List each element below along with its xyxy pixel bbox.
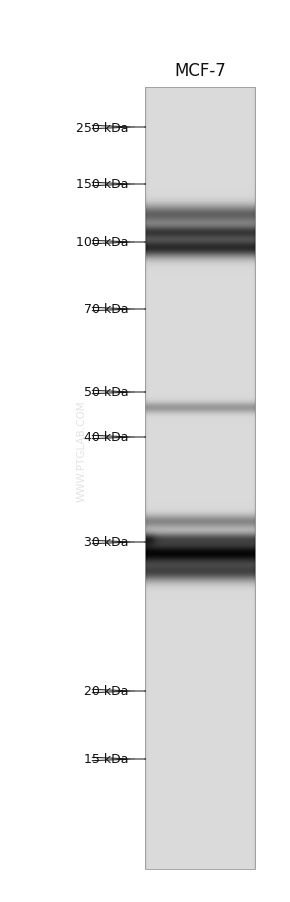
Text: 15 kDa: 15 kDa — [84, 752, 129, 766]
Text: 40 kDa: 40 kDa — [84, 431, 129, 444]
Text: 100 kDa: 100 kDa — [77, 236, 129, 249]
Text: WWW.PTGLAB.COM: WWW.PTGLAB.COM — [76, 400, 86, 502]
Text: 50 kDa: 50 kDa — [84, 386, 129, 399]
Text: 20 kDa: 20 kDa — [84, 685, 129, 698]
Text: MCF-7: MCF-7 — [174, 62, 226, 80]
Bar — [145, 87, 255, 869]
Text: 70 kDa: 70 kDa — [84, 303, 129, 316]
Text: 30 kDa: 30 kDa — [84, 536, 129, 549]
Text: 150 kDa: 150 kDa — [77, 179, 129, 191]
Text: 250 kDa: 250 kDa — [77, 122, 129, 134]
